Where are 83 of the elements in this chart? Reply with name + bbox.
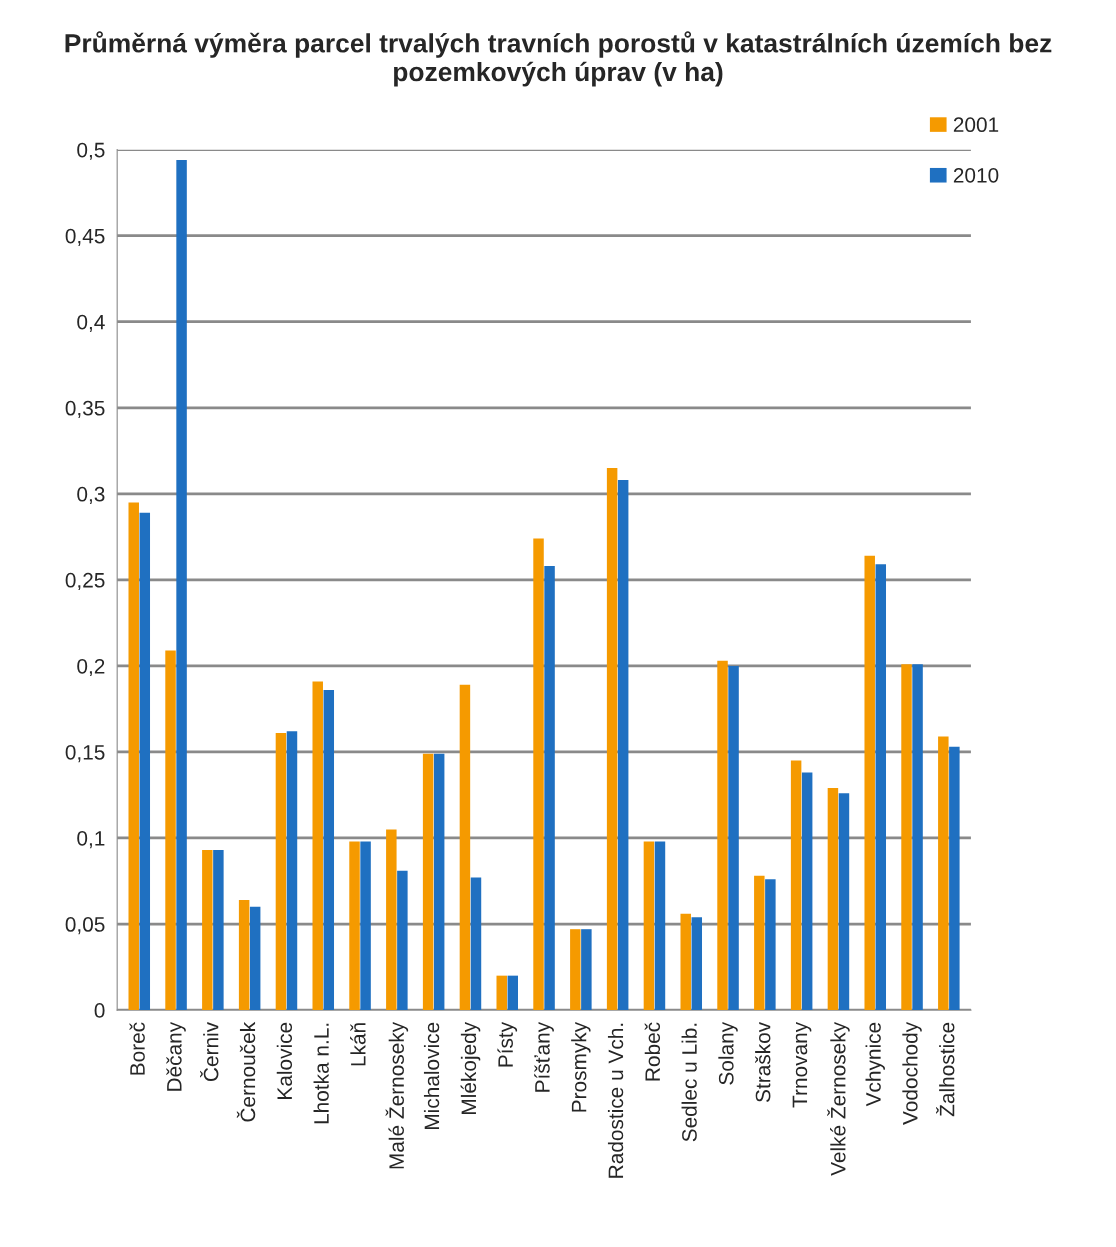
bar <box>654 841 666 1011</box>
bar <box>496 975 507 1011</box>
bar <box>397 870 408 1011</box>
x-tick-label: Straškov <box>755 1021 771 1102</box>
bar <box>422 753 434 1011</box>
x-tick-label: Radostice u Vch. <box>607 1023 624 1178</box>
bar <box>286 731 298 1011</box>
bar <box>470 877 482 1011</box>
bar <box>617 480 629 1011</box>
legend-label: 2010 <box>953 167 999 183</box>
bar <box>238 899 250 1011</box>
bar <box>533 538 544 1011</box>
bar <box>360 841 371 1011</box>
y-tick-label: 0,15 <box>65 744 105 763</box>
x-tick-label: Velké Žernoseky <box>827 1021 850 1176</box>
bar <box>312 681 323 1011</box>
y-tick-label: 0,1 <box>77 830 105 849</box>
bar <box>838 793 850 1011</box>
bar <box>754 875 765 1011</box>
bar <box>459 684 471 1011</box>
bar <box>643 841 655 1011</box>
x-tick-label: Lkáň <box>350 1023 366 1066</box>
bar <box>875 564 887 1011</box>
y-tick-label: 0,3 <box>77 486 105 505</box>
bar <box>433 753 445 1011</box>
y-tick-label: 0,2 <box>77 658 105 677</box>
bar <box>165 650 176 1011</box>
bar <box>570 929 581 1011</box>
x-tick-label: Žalhostice <box>936 1022 955 1117</box>
x-tick-label: Malé Žernoseky <box>385 1021 409 1169</box>
x-tick-label: Černiv <box>200 1021 219 1082</box>
bar <box>680 913 691 1011</box>
bar <box>938 736 949 1011</box>
y-tick-label: 0,25 <box>65 572 105 591</box>
bar <box>606 468 618 1011</box>
bar <box>912 664 923 1011</box>
x-tick-label: Píšťany <box>534 1021 554 1092</box>
bar <box>507 975 519 1011</box>
x-tick-label: Boreč <box>129 1022 145 1075</box>
bar <box>544 566 555 1011</box>
x-tick-label: Prosmyky <box>571 1021 591 1112</box>
bar <box>202 850 213 1011</box>
x-tick-label: Trnovany <box>792 1021 812 1108</box>
bar <box>728 665 739 1011</box>
x-tick-label: Vchynice <box>865 1022 885 1107</box>
x-tick-label: Mlékojedy <box>460 1021 481 1114</box>
y-tick-label: 0 <box>94 1003 105 1018</box>
bar <box>275 733 287 1011</box>
x-tick-label: Děčany <box>166 1021 186 1091</box>
bar <box>323 689 335 1011</box>
y-tick-label: 0,35 <box>65 400 105 418</box>
bar <box>901 664 912 1011</box>
bar <box>581 929 592 1011</box>
legend-label: 2001 <box>953 117 999 133</box>
y-tick-label: 0,5 <box>77 142 105 160</box>
bar <box>765 879 776 1011</box>
y-tick-label: 0,45 <box>65 228 105 246</box>
x-tick-label: Robeč <box>644 1022 661 1081</box>
bar <box>386 829 397 1011</box>
x-tick-label: Sedlec u Lib. <box>681 1023 697 1142</box>
bar <box>790 760 802 1011</box>
bar <box>176 159 187 1011</box>
chart-title: Průměrná výměra parcel trvalých travních porostů v katastrálních územích bez pozemkových úprav (v ha) <box>65 31 1052 87</box>
bar <box>949 746 960 1011</box>
bar <box>801 772 813 1011</box>
bar <box>717 660 728 1011</box>
y-tick-label: 0,4 <box>77 314 105 332</box>
bar <box>349 841 360 1011</box>
bar <box>213 850 224 1011</box>
bar <box>128 502 139 1011</box>
bar <box>249 906 261 1011</box>
x-tick-label: Písty <box>497 1021 518 1067</box>
x-tick-label: Kalovice <box>276 1022 293 1099</box>
x-tick-label: Solany <box>718 1021 738 1085</box>
bar <box>864 555 875 1011</box>
x-tick-label: Černouček <box>236 1021 256 1122</box>
bar <box>691 917 703 1011</box>
x-tick-label: Lhotka n.L. <box>313 1023 329 1124</box>
y-tick-label: 0,05 <box>65 917 105 935</box>
bar <box>139 512 151 1011</box>
bar <box>827 788 839 1011</box>
x-tick-label: Michalovice <box>423 1022 440 1129</box>
x-tick-label: Vodochody <box>902 1021 922 1125</box>
